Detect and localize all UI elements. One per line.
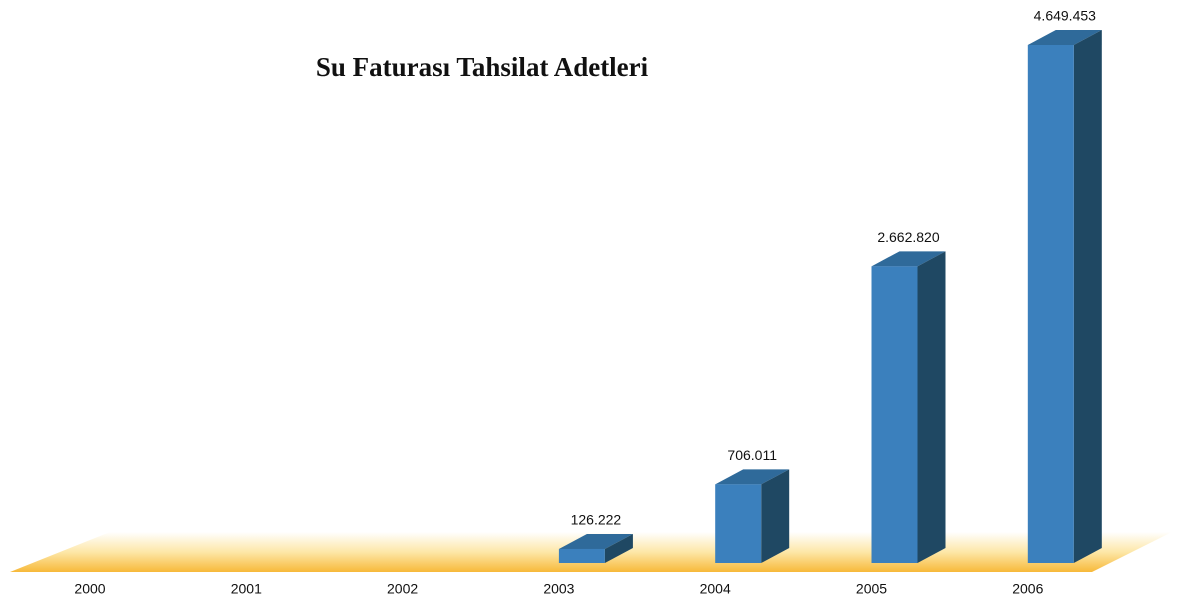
bar xyxy=(558,548,605,563)
bar xyxy=(715,484,762,563)
bar xyxy=(1027,45,1074,563)
bar-side xyxy=(604,533,633,563)
bar-top xyxy=(715,469,790,485)
bar-top xyxy=(871,251,946,267)
x-tick-label: 2003 xyxy=(543,581,574,597)
bar-side xyxy=(917,251,946,563)
value-label: 4.649.453 xyxy=(1034,8,1096,24)
x-tick-label: 2001 xyxy=(231,581,262,597)
x-tick-label: 2005 xyxy=(856,581,887,597)
bar-side xyxy=(1073,30,1102,563)
bar-side xyxy=(761,469,790,563)
x-tick-label: 2002 xyxy=(387,581,418,597)
x-tick-label: 2004 xyxy=(700,581,731,597)
bar xyxy=(871,266,918,563)
value-label: 2.662.820 xyxy=(877,229,939,245)
value-label: 706.011 xyxy=(727,447,777,463)
x-tick-label: 2006 xyxy=(1012,581,1043,597)
bar-top xyxy=(1027,30,1102,45)
chart-title: Su Faturası Tahsilat Adetleri xyxy=(316,52,649,82)
x-tick-label: 2000 xyxy=(74,581,105,597)
value-label: 126.222 xyxy=(571,512,622,528)
bar-top xyxy=(558,533,633,549)
